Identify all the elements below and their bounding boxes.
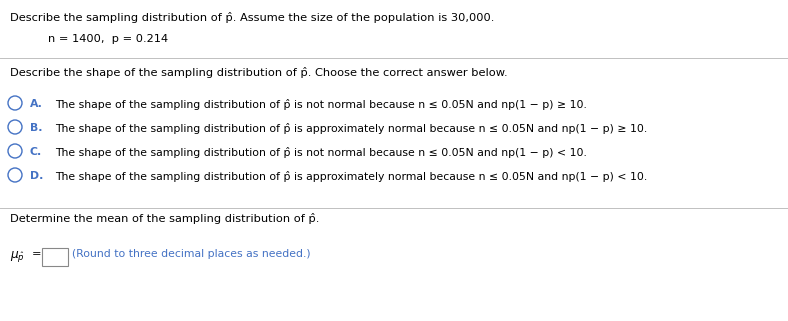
Text: C.: C. (30, 147, 43, 157)
Text: The shape of the sampling distribution of p̂ is not normal because n ≤ 0.05N and: The shape of the sampling distribution o… (55, 99, 587, 110)
Text: The shape of the sampling distribution of p̂ is approximately normal because n ≤: The shape of the sampling distribution o… (55, 123, 647, 134)
Text: Describe the sampling distribution of p̂. Assume the size of the population is 3: Describe the sampling distribution of p̂… (10, 12, 494, 23)
FancyBboxPatch shape (42, 248, 68, 266)
Text: (Round to three decimal places as needed.): (Round to three decimal places as needed… (72, 249, 310, 259)
Text: A.: A. (30, 99, 43, 109)
Text: The shape of the sampling distribution of p̂ is not normal because n ≤ 0.05N and: The shape of the sampling distribution o… (55, 147, 587, 158)
Text: $\mu_{\hat{p}}$: $\mu_{\hat{p}}$ (10, 249, 25, 264)
Text: n = 1400,  p = 0.214: n = 1400, p = 0.214 (48, 34, 168, 44)
Text: Describe the shape of the sampling distribution of p̂. Choose the correct answer: Describe the shape of the sampling distr… (10, 67, 507, 78)
Text: Determine the mean of the sampling distribution of p̂.: Determine the mean of the sampling distr… (10, 213, 319, 224)
Text: =: = (32, 249, 42, 259)
Text: D.: D. (30, 171, 43, 181)
Text: The shape of the sampling distribution of p̂ is approximately normal because n ≤: The shape of the sampling distribution o… (55, 171, 647, 182)
Text: B.: B. (30, 123, 43, 133)
